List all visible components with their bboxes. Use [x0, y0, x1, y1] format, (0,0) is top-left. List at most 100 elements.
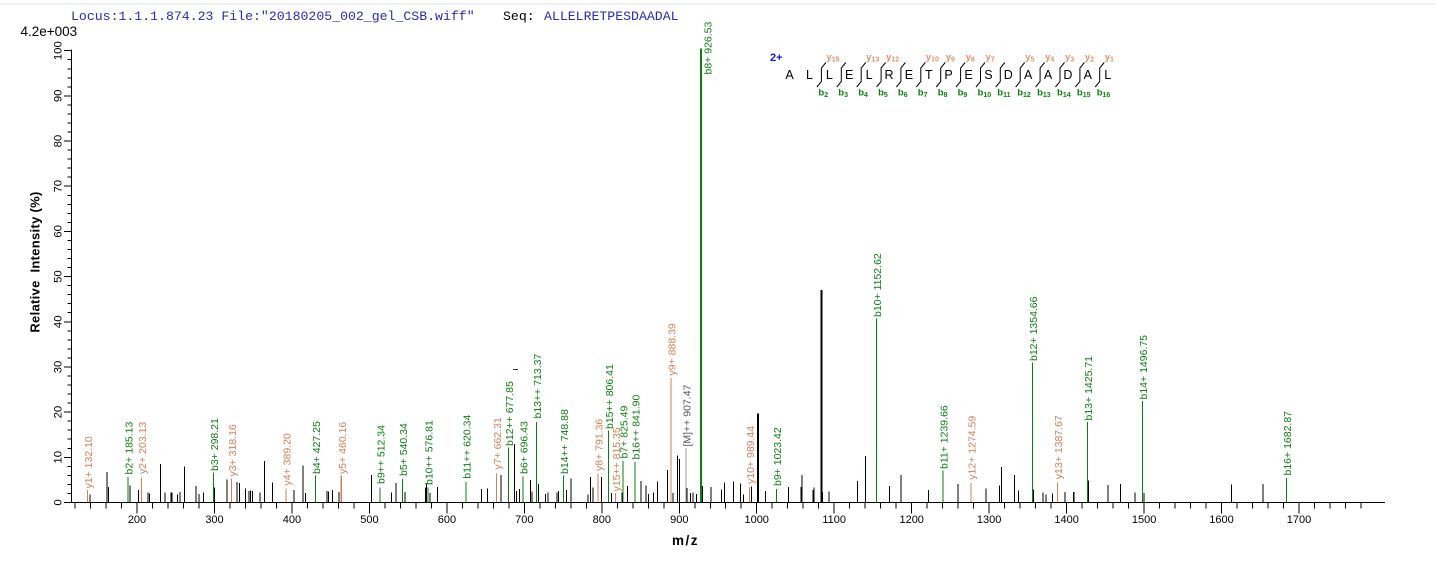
svg-text:y8: y8: [966, 52, 975, 64]
svg-text:1300: 1300: [977, 514, 1001, 526]
svg-text:[M]++ 907.47: [M]++ 907.47: [682, 384, 694, 446]
svg-text:1000: 1000: [744, 514, 768, 526]
svg-text:P: P: [944, 68, 952, 82]
svg-text:y3+ 318.16: y3+ 318.16: [227, 424, 239, 476]
svg-text:90: 90: [53, 90, 65, 103]
svg-text:b6+ 696.43: b6+ 696.43: [519, 421, 531, 474]
svg-text:50: 50: [53, 270, 65, 283]
svg-text:y1: y1: [1105, 52, 1114, 64]
svg-text:y10: y10: [926, 52, 939, 64]
svg-text:4.2e+003: 4.2e+003: [21, 24, 78, 39]
svg-text:y9+ 888.39: y9+ 888.39: [667, 323, 679, 375]
svg-text:b16: b16: [1097, 88, 1111, 100]
svg-text:300: 300: [205, 514, 223, 526]
svg-text:Relative Intensity (%): Relative Intensity (%): [28, 191, 43, 332]
svg-text:y15++ 815.35: y15++ 815.35: [611, 427, 623, 491]
svg-text:b15: b15: [1077, 88, 1091, 100]
svg-text:L: L: [866, 68, 873, 82]
svg-text:b10+ 1152.62: b10+ 1152.62: [872, 253, 884, 317]
svg-text:b9: b9: [958, 88, 968, 100]
svg-text:b5: b5: [878, 88, 888, 100]
svg-text:60: 60: [53, 225, 65, 238]
svg-text:b12++ 677.85: b12++ 677.85: [504, 381, 516, 446]
svg-text:1100: 1100: [822, 514, 846, 526]
svg-text:b11+ 1239.66: b11+ 1239.66: [939, 405, 951, 469]
svg-text:b15++ 806.41: b15++ 806.41: [604, 364, 616, 429]
svg-text:b8+ 926.53: b8+ 926.53: [703, 21, 715, 74]
svg-text:y2+ 203.13: y2+ 203.13: [137, 422, 149, 474]
svg-text:y2: y2: [1085, 52, 1094, 64]
svg-text:T: T: [925, 68, 933, 82]
svg-text:1700: 1700: [1287, 514, 1311, 526]
svg-text:b3+ 298.21: b3+ 298.21: [209, 418, 221, 471]
svg-text:b7: b7: [918, 88, 928, 100]
svg-text:y5+ 460.16: y5+ 460.16: [337, 422, 349, 474]
svg-text:700: 700: [515, 514, 533, 526]
svg-text:b13++ 713.37: b13++ 713.37: [532, 354, 544, 419]
svg-text:y15: y15: [826, 52, 839, 64]
svg-text:1400: 1400: [1054, 514, 1078, 526]
svg-text:b14: b14: [1057, 88, 1071, 100]
svg-text:L: L: [806, 68, 813, 82]
svg-text:40: 40: [53, 316, 65, 329]
svg-text:500: 500: [360, 514, 378, 526]
svg-text:600: 600: [438, 514, 456, 526]
svg-text:b11++ 620.34: b11++ 620.34: [462, 415, 474, 479]
svg-text:A: A: [785, 68, 794, 82]
svg-text:y4+ 389.20: y4+ 389.20: [282, 433, 294, 485]
svg-text:b14++ 748.88: b14++ 748.88: [559, 409, 571, 474]
svg-text:E: E: [845, 68, 853, 82]
svg-text:b7+ 825.49: b7+ 825.49: [619, 405, 631, 458]
svg-text:b10++ 576.81: b10++ 576.81: [423, 420, 435, 485]
svg-text:b13: b13: [1037, 88, 1051, 100]
svg-text:y4: y4: [1045, 52, 1054, 64]
svg-text:400: 400: [283, 514, 301, 526]
svg-text:R: R: [884, 68, 893, 82]
svg-text:2+: 2+: [770, 52, 783, 64]
svg-text:A: A: [1084, 68, 1093, 82]
svg-text:E: E: [964, 68, 972, 82]
svg-text:20: 20: [53, 406, 65, 419]
svg-text:b9++ 512.34: b9++ 512.34: [376, 425, 388, 484]
svg-text:y12: y12: [886, 52, 899, 64]
svg-text:y13: y13: [866, 52, 879, 64]
svg-text:y7: y7: [986, 52, 995, 64]
svg-text:b10: b10: [978, 88, 992, 100]
svg-text:Seq:: Seq:: [503, 9, 535, 24]
svg-text:y7+ 662.31: y7+ 662.31: [492, 417, 504, 469]
svg-text:b11: b11: [997, 88, 1010, 100]
svg-text:E: E: [905, 68, 913, 82]
svg-text:A: A: [1024, 68, 1033, 82]
svg-text:L: L: [1104, 68, 1111, 82]
svg-text:10: 10: [53, 451, 65, 464]
svg-text:b2+ 185.13: b2+ 185.13: [123, 421, 135, 474]
svg-text:b8: b8: [938, 88, 948, 100]
svg-text:y10+ 989.44: y10+ 989.44: [745, 426, 757, 484]
svg-text:b4+ 427.25: b4+ 427.25: [311, 421, 323, 474]
svg-text:800: 800: [593, 514, 611, 526]
svg-text:200: 200: [128, 514, 146, 526]
svg-text:900: 900: [670, 514, 688, 526]
svg-text:1200: 1200: [899, 514, 923, 526]
svg-text:0: 0: [53, 499, 65, 505]
svg-text:y9: y9: [946, 52, 955, 64]
svg-text:m/z: m/z: [672, 533, 699, 548]
svg-text:100: 100: [53, 41, 65, 60]
svg-text:b9+ 1023.42: b9+ 1023.42: [772, 427, 784, 486]
svg-text:b12+ 1354.66: b12+ 1354.66: [1028, 296, 1040, 361]
svg-text:b2: b2: [818, 88, 828, 100]
svg-text:y1+ 132.10: y1+ 132.10: [83, 436, 95, 488]
svg-text:b14+ 1496.75: b14+ 1496.75: [1138, 335, 1150, 400]
svg-text:b5+ 540.34: b5+ 540.34: [398, 423, 410, 476]
svg-text:1600: 1600: [1209, 514, 1233, 526]
svg-text:y5: y5: [1025, 52, 1034, 64]
svg-text:b4: b4: [858, 88, 868, 100]
svg-text:ALLELRETPESDAADAL: ALLELRETPESDAADAL: [544, 9, 679, 24]
svg-text:b16++ 841.90: b16++ 841.90: [631, 395, 643, 460]
svg-text:30: 30: [53, 361, 65, 374]
svg-text:y13+ 1387.67: y13+ 1387.67: [1053, 415, 1065, 479]
svg-text:D: D: [1063, 68, 1072, 82]
svg-text:b6: b6: [898, 88, 908, 100]
svg-text:b13+ 1425.71: b13+ 1425.71: [1083, 356, 1095, 421]
svg-text:y12+ 1274.59: y12+ 1274.59: [966, 416, 978, 480]
